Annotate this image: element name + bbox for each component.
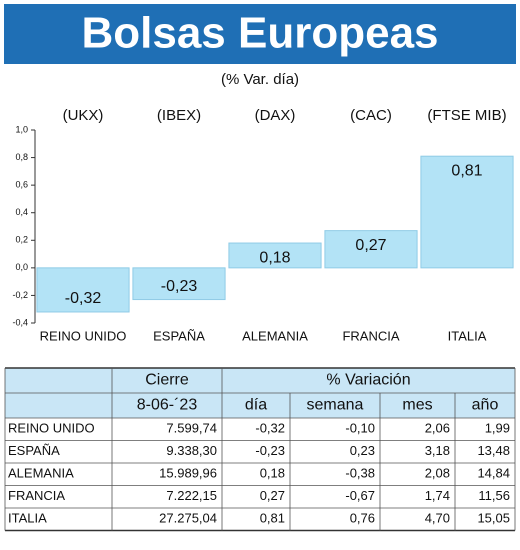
x-tick-label: FRANCIA (342, 328, 399, 343)
bar (420, 155, 514, 269)
index-label: (DAX) (255, 107, 296, 124)
x-tick-label: ITALIA (448, 328, 487, 343)
y-tick-label: 1,0 (15, 124, 28, 134)
table-cell: 2,06 (425, 421, 450, 436)
index-label: (FTSE MIB) (427, 107, 506, 124)
row-label: ALEMANIA (8, 466, 74, 481)
title-banner (4, 4, 516, 64)
y-tick-label: 0,6 (15, 180, 28, 190)
table-cell: 3,18 (425, 443, 450, 458)
row-label: ESPAÑA (8, 443, 60, 458)
table-cell: 1,99 (485, 421, 510, 436)
table-header: % Variación (326, 372, 410, 389)
table-cell: 15,05 (477, 511, 510, 526)
table-cell: 15.989,96 (159, 466, 217, 481)
bar (228, 242, 322, 269)
y-tick-label: 0,4 (15, 207, 28, 217)
table-cell: 1,74 (425, 488, 450, 503)
y-tick-label: 0,8 (15, 152, 28, 162)
table-cell: 14,84 (477, 466, 510, 481)
chart-subtitle: (% Var. día) (221, 71, 299, 88)
table-cell: 9.338,30 (166, 443, 217, 458)
index-label: (IBEX) (157, 107, 201, 124)
table-header: 8-06-´23 (137, 397, 198, 414)
value-label: 0,81 (451, 162, 482, 179)
bar (132, 267, 226, 301)
table-header: mes (402, 397, 432, 414)
table-header: día (245, 397, 267, 414)
table-cell: 11,56 (478, 488, 510, 503)
table-cell: 27.275,04 (159, 511, 217, 526)
table-cell: -0,10 (345, 421, 375, 436)
row-label: ITALIA (8, 511, 47, 526)
table-cell: 2,08 (425, 466, 450, 481)
y-tick-label: 0,0 (15, 262, 28, 272)
table-cell: 7.222,15 (166, 488, 217, 503)
x-tick-label: ALEMANIA (242, 328, 308, 343)
table-header: año (472, 397, 499, 414)
y-tick-label: -0,4 (12, 317, 28, 327)
table-cell: -0,38 (345, 466, 375, 481)
index-label: (UKX) (63, 107, 104, 124)
bar (324, 230, 418, 269)
x-tick-label: ESPAÑA (153, 328, 205, 343)
row-label: FRANCIA (8, 488, 65, 503)
y-tick-label: -0,2 (12, 290, 28, 300)
table-cell: 13,48 (477, 443, 510, 458)
value-label: -0,23 (161, 278, 198, 295)
bar (36, 267, 130, 313)
table-cell: 0,23 (350, 443, 375, 458)
table-header: semana (307, 397, 364, 414)
value-label: 0,18 (259, 249, 290, 266)
table-header: Cierre (145, 372, 189, 389)
table-cell: 0,76 (350, 511, 375, 526)
table-cell: -0,67 (345, 488, 375, 503)
table-cell: 0,81 (260, 511, 285, 526)
table-cell: 4,70 (425, 511, 450, 526)
table-cell: 7.599,74 (166, 421, 217, 436)
table-cell: 0,18 (260, 466, 285, 481)
y-tick-label: 0,2 (15, 235, 28, 245)
x-tick-label: REINO UNIDO (40, 328, 127, 343)
chart-title: Bolsas Europeas (81, 9, 438, 58)
row-label: REINO UNIDO (8, 421, 95, 436)
table-cell: -0,23 (255, 443, 285, 458)
table-cell: 0,27 (260, 488, 285, 503)
table-cell: -0,32 (255, 421, 285, 436)
index-label: (CAC) (350, 107, 392, 124)
value-label: 0,27 (355, 237, 386, 254)
value-label: -0,32 (65, 290, 102, 307)
